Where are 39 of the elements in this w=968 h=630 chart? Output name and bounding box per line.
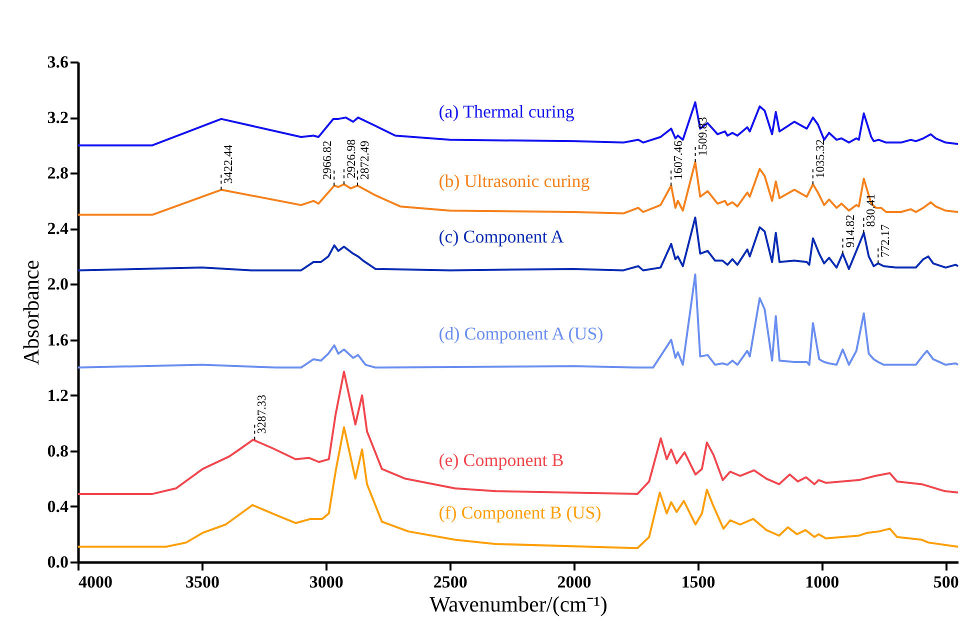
annotation: 2926.98 (344, 139, 358, 178)
annotation: 3287.33 (254, 394, 269, 434)
x-tick-label: 2500 (433, 572, 468, 592)
y-axis-title: Absorbance (18, 260, 44, 366)
annotation: 830.41 (864, 194, 878, 227)
x-tick-label: 1000 (805, 572, 840, 592)
series-label: (a) Thermal curing (438, 101, 574, 122)
annotation: 772.17 (878, 224, 892, 258)
x-tick-label: 1500 (681, 572, 716, 592)
y-tick-label: 2.0 (47, 274, 68, 294)
series-label: (f) Component B (US) (438, 502, 602, 523)
x-tick-label: 3000 (309, 572, 344, 592)
annotation: 1509.83 (695, 117, 710, 156)
y-tick-label: 0.8 (47, 441, 68, 460)
series-label: (e) Component B (438, 450, 564, 470)
y-tick-label: 3.6 (47, 52, 68, 72)
y-tick-label: 2.8 (47, 164, 68, 183)
y-tick-label: 1.2 (47, 386, 68, 405)
x-axis-title: Wavenumber/(cm⁻¹) (430, 592, 608, 616)
annotation: 1035.32 (812, 139, 827, 178)
line-series (77, 370, 959, 495)
y-tick-label: 0.0 (47, 552, 68, 572)
x-tick-label: 500 (933, 572, 959, 592)
annotation: 3422.44 (221, 144, 236, 184)
y-tick-label: 0.4 (47, 496, 69, 516)
x-tick-label: 4000 (78, 572, 112, 592)
annotation: 1607.46 (671, 140, 686, 180)
annotation: 914.82 (842, 214, 857, 248)
y-tick-label: 3.2 (47, 108, 68, 128)
y-tick-label: 1.6 (47, 330, 68, 350)
x-tick-label: 2000 (557, 572, 592, 592)
line-series (77, 274, 959, 369)
series-label: (c) Component A (438, 226, 564, 246)
series-label: (d) Component A (US) (438, 324, 604, 344)
series-label: (b) Ultrasonic curing (438, 170, 590, 191)
x-tick-label: 3500 (185, 572, 220, 592)
y-tick-label: 2.4 (47, 219, 69, 238)
annotation: 2966.82 (320, 140, 334, 180)
annotation: 2872.49 (357, 140, 372, 180)
